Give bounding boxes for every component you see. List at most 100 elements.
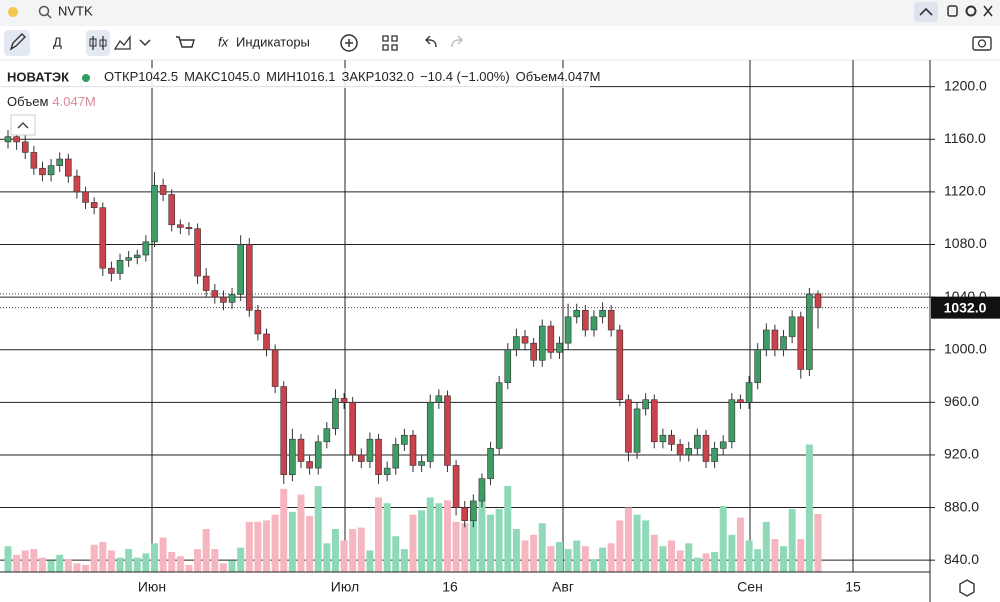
candle-body xyxy=(254,309,262,335)
volume-bar xyxy=(150,543,158,572)
candle-body xyxy=(383,467,391,475)
candle-body xyxy=(780,336,787,351)
interval-button[interactable]: Д xyxy=(53,34,62,49)
window-button[interactable] xyxy=(947,5,958,17)
volume-bar xyxy=(306,516,314,572)
volume-bar xyxy=(814,514,822,572)
candle-body xyxy=(573,309,581,318)
volume-bar xyxy=(555,541,563,572)
volume-bar xyxy=(452,521,460,572)
top-bar xyxy=(0,0,1000,26)
undo-button[interactable] xyxy=(425,35,437,48)
volume-bar xyxy=(271,514,279,572)
volume-bar xyxy=(38,557,46,572)
volume-bar xyxy=(107,550,115,572)
candle-body xyxy=(461,507,469,522)
volume-bar xyxy=(487,514,495,572)
candle-body xyxy=(435,395,443,403)
candle-body xyxy=(668,434,675,445)
candles-button[interactable] xyxy=(86,30,110,56)
volume-bar xyxy=(21,550,29,572)
candle-body xyxy=(125,257,132,261)
shop-button[interactable] xyxy=(176,36,195,48)
candle-body xyxy=(470,500,477,522)
candle-body xyxy=(478,478,486,502)
collapse-button[interactable] xyxy=(914,2,938,22)
candle-body xyxy=(82,191,89,203)
settings-button[interactable] xyxy=(965,5,977,17)
screenshot-button[interactable] xyxy=(972,36,992,51)
pencil-icon xyxy=(9,33,26,51)
label: ОТКР xyxy=(104,69,138,84)
y-tick-label: 1120.0 xyxy=(944,183,986,199)
volume-bar xyxy=(185,564,193,572)
candle-body xyxy=(633,408,641,453)
volume-bar xyxy=(202,529,210,572)
candle-body xyxy=(418,461,425,466)
volume-bar xyxy=(168,551,176,572)
volume-bar xyxy=(211,549,219,572)
volume-bar xyxy=(607,543,615,572)
draw-button[interactable] xyxy=(4,30,30,56)
volume-bar xyxy=(331,529,339,572)
candle-body xyxy=(73,175,81,193)
candle-body xyxy=(202,275,210,291)
volume-bar xyxy=(13,554,21,572)
volume-bar xyxy=(64,559,72,572)
candle-body xyxy=(323,428,331,443)
layout-button[interactable] xyxy=(382,35,398,51)
candle-body xyxy=(280,386,288,475)
redo-button[interactable] xyxy=(451,35,463,48)
candle-body xyxy=(797,316,805,370)
add-icon xyxy=(345,39,353,47)
candle-body xyxy=(375,438,382,475)
volume-bar xyxy=(443,500,451,572)
status-dot xyxy=(82,74,90,82)
candle-body xyxy=(685,448,693,456)
indicators-button[interactable]: Индикаторы xyxy=(236,34,310,49)
search-icon xyxy=(46,13,52,19)
candle-body xyxy=(737,399,744,403)
volume-bar xyxy=(400,549,408,572)
x-tick-label: Июн xyxy=(138,579,166,595)
candle-body xyxy=(754,349,761,383)
candle-body xyxy=(21,141,29,153)
search-field[interactable]: NVTK xyxy=(58,3,93,18)
volume-bar xyxy=(99,541,107,572)
volume-bar xyxy=(659,546,667,572)
candle-body xyxy=(349,402,356,456)
candle-body xyxy=(788,316,796,337)
candle-body xyxy=(297,438,305,462)
candle-body xyxy=(642,399,649,410)
axis-settings[interactable] xyxy=(959,579,975,597)
close-button[interactable] xyxy=(983,5,993,17)
volume-bar xyxy=(624,507,632,572)
value: 1016.1 xyxy=(296,69,336,84)
candle-body xyxy=(185,227,193,230)
window-dot xyxy=(8,7,18,17)
value: 1045.0 xyxy=(220,69,260,84)
volume-bar xyxy=(245,521,253,572)
candle-body xyxy=(771,329,779,351)
volume-bar xyxy=(297,494,305,572)
volume-bar xyxy=(288,511,296,572)
candle-body xyxy=(728,399,736,443)
add-button[interactable] xyxy=(340,34,358,52)
chart-type-menu[interactable] xyxy=(139,39,151,47)
candle-body xyxy=(513,336,520,351)
candle-body xyxy=(599,309,606,318)
volume-bar xyxy=(418,510,426,572)
volume-bar xyxy=(314,486,322,572)
volume-bar xyxy=(30,549,38,572)
value: 4.047M xyxy=(557,69,600,84)
area-button[interactable] xyxy=(113,35,131,50)
candle-body xyxy=(306,461,313,469)
candle-body xyxy=(521,336,529,344)
candle-body xyxy=(263,333,270,351)
candle-body xyxy=(177,224,184,228)
candle-body xyxy=(56,158,64,166)
volume-bar xyxy=(650,534,658,572)
collapse-pane[interactable] xyxy=(10,114,36,136)
candle-body xyxy=(228,294,236,303)
candle-body xyxy=(495,382,503,449)
